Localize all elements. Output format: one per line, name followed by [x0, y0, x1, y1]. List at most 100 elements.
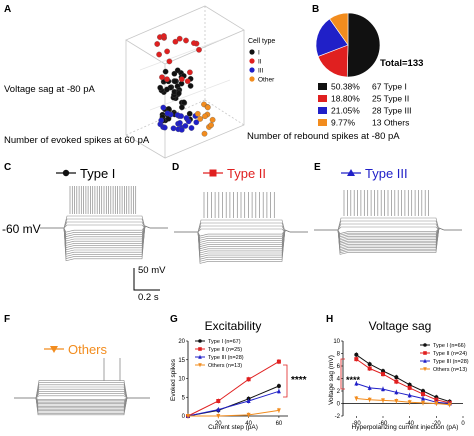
chart-h-series-2-point-5	[421, 396, 425, 401]
chart-h-legend-marker-3	[423, 367, 427, 372]
pie-legend-count-others: 13 Others	[372, 118, 409, 128]
chart-h-series-3-point-7	[447, 402, 452, 408]
chart-g-xtick-label-2: 60	[276, 421, 283, 427]
scatter-point-88	[178, 126, 185, 133]
pie-slice-3	[329, 12, 349, 46]
scatter-point-67	[172, 38, 179, 45]
scatter-point-53	[187, 69, 193, 76]
chart-h-legend-marker-1	[423, 351, 427, 355]
trace-title-type1: Type I	[80, 166, 115, 181]
chart-h-series-1-point-4	[407, 385, 412, 390]
chart-h-ytick-label-5: 8	[337, 352, 341, 358]
axis-label-evoked-spikes: Number of evoked spikes at 60 pA	[4, 135, 150, 146]
scatter-point-39	[181, 99, 187, 106]
trace-header-type2: Type II	[203, 166, 266, 181]
scatter-point-71	[170, 125, 177, 132]
panel-a-points	[154, 33, 216, 137]
chart-g-title: Excitability	[205, 319, 262, 333]
trace-type1-sweep-13	[40, 225, 168, 262]
trace-type2-sweep-12	[174, 229, 308, 262]
chart-h-ytick-label-3: 4	[337, 377, 341, 383]
trace-type3-sweep-0	[314, 227, 462, 234]
chart-g-ytick-label-1: 5	[182, 395, 186, 401]
chart-h-ytick-label-2: 2	[337, 389, 341, 395]
chart-h-legend-label-1: Type II (n=24)	[433, 351, 467, 357]
pie-slice-1	[317, 44, 349, 78]
chart-h-series-2-point-3	[394, 389, 399, 395]
scatter-point-38	[186, 110, 193, 117]
scatter-point-91	[209, 116, 216, 123]
pie-legend-swatch-others	[318, 119, 327, 126]
scatter-point-87	[188, 125, 195, 131]
scatter-point-10	[162, 68, 169, 75]
trace-type1-depol-1	[63, 221, 146, 229]
chart-g-series-3-point-0	[186, 414, 190, 419]
trace-type3-sweep-2	[314, 227, 462, 238]
scatter-point-86	[177, 120, 183, 126]
chart-h-xtick-label-2: -40	[405, 421, 414, 427]
chart-g-series-1-point-1	[216, 399, 221, 403]
chart-h-series-line-2	[356, 383, 450, 404]
chart-h-legend-label-3: Others (n=13)	[433, 367, 467, 373]
trace-type2-sweep-13	[174, 229, 308, 264]
trace-type3-sweep-8	[314, 227, 462, 247]
scatter-point-82	[183, 115, 190, 121]
traces-type2	[174, 192, 308, 264]
scale-bar: 50 mV 0.2 s	[133, 265, 166, 303]
chart-h-series-0-point-5	[421, 389, 425, 393]
trace-others-sweep-2	[14, 397, 150, 403]
scatter-point-42	[164, 86, 170, 93]
cube-right-face	[164, 30, 245, 159]
chart-h-series-2-point-0	[354, 381, 359, 386]
panel-a-legend: I II III Other	[249, 49, 275, 84]
trace-type2-depol-1	[197, 225, 286, 233]
chart-h-series-1-point-3	[394, 379, 399, 384]
chart-h-xtick-label-3: -20	[432, 421, 441, 427]
chart-g-legend-label-2: Type III (n=28)	[208, 355, 244, 361]
chart-h-xlabel: Hyperpolarizing current injection (pA)	[352, 424, 459, 431]
chart-h-series-3-point-6	[434, 401, 439, 406]
scatter-point-55	[164, 76, 170, 83]
trace-others-sweep-10	[14, 397, 150, 414]
pie-slice-0	[346, 12, 381, 78]
pie-legend-percent-type3: 21.05%	[331, 106, 360, 116]
trace-type2-depol-2	[197, 222, 286, 233]
chart-h-xtick-label-4: 0	[461, 421, 465, 427]
chart-g-series-line-2	[187, 390, 280, 417]
chart-h-series-3-point-2	[381, 398, 385, 403]
chart-h-xtick-label-0: -80	[352, 421, 361, 427]
scatter-point-83	[193, 119, 200, 126]
pie-legend-swatch-type2	[318, 95, 327, 102]
panel-label-h: H	[326, 314, 333, 325]
trace-type3-depol-0	[337, 226, 440, 231]
chart-h-series-0-point-3	[394, 375, 399, 380]
chart-h-series-1-point-2	[381, 372, 385, 377]
trace-type2-sweep-2	[174, 229, 308, 241]
pie-legend-swatch-type1	[318, 83, 327, 90]
chart-h-series-0-point-2	[381, 369, 385, 373]
trace-others-depol-2	[35, 391, 128, 399]
legend-marker-other	[249, 76, 255, 82]
trace-type1-sweep-12	[40, 225, 168, 259]
chart-h-ytick-label-4: 6	[337, 364, 341, 370]
axis-label-rebound-spikes: Number of rebound spikes at -80 pA	[247, 131, 400, 142]
pie-legend-swatch-type3	[318, 107, 327, 114]
scatter-point-94	[202, 113, 208, 120]
pie-legend-count-type3: 28 Type III	[372, 106, 412, 116]
scatter-point-40	[174, 67, 181, 74]
chart-h-legend-marker-0	[423, 343, 427, 347]
trace-header-type3: Type III	[341, 166, 408, 181]
chart-h-series-3-point-5	[421, 400, 425, 406]
trace-type3-sweep-13	[314, 227, 462, 255]
chart-h-title: Voltage sag	[369, 319, 432, 333]
trace-type2-sweep-6	[174, 229, 308, 250]
chart-h-series-1-point-1	[367, 366, 372, 371]
scatter-point-75	[160, 104, 167, 111]
chart-h-significance-bracket	[340, 358, 345, 390]
trace-type1-depol-0	[63, 224, 146, 229]
chart-g-significance: ****	[291, 375, 307, 386]
chart-g-series-line-3	[188, 409, 279, 417]
chart-g-series-2-point-2	[246, 398, 251, 403]
trace-type1-sweep-6	[40, 225, 168, 246]
